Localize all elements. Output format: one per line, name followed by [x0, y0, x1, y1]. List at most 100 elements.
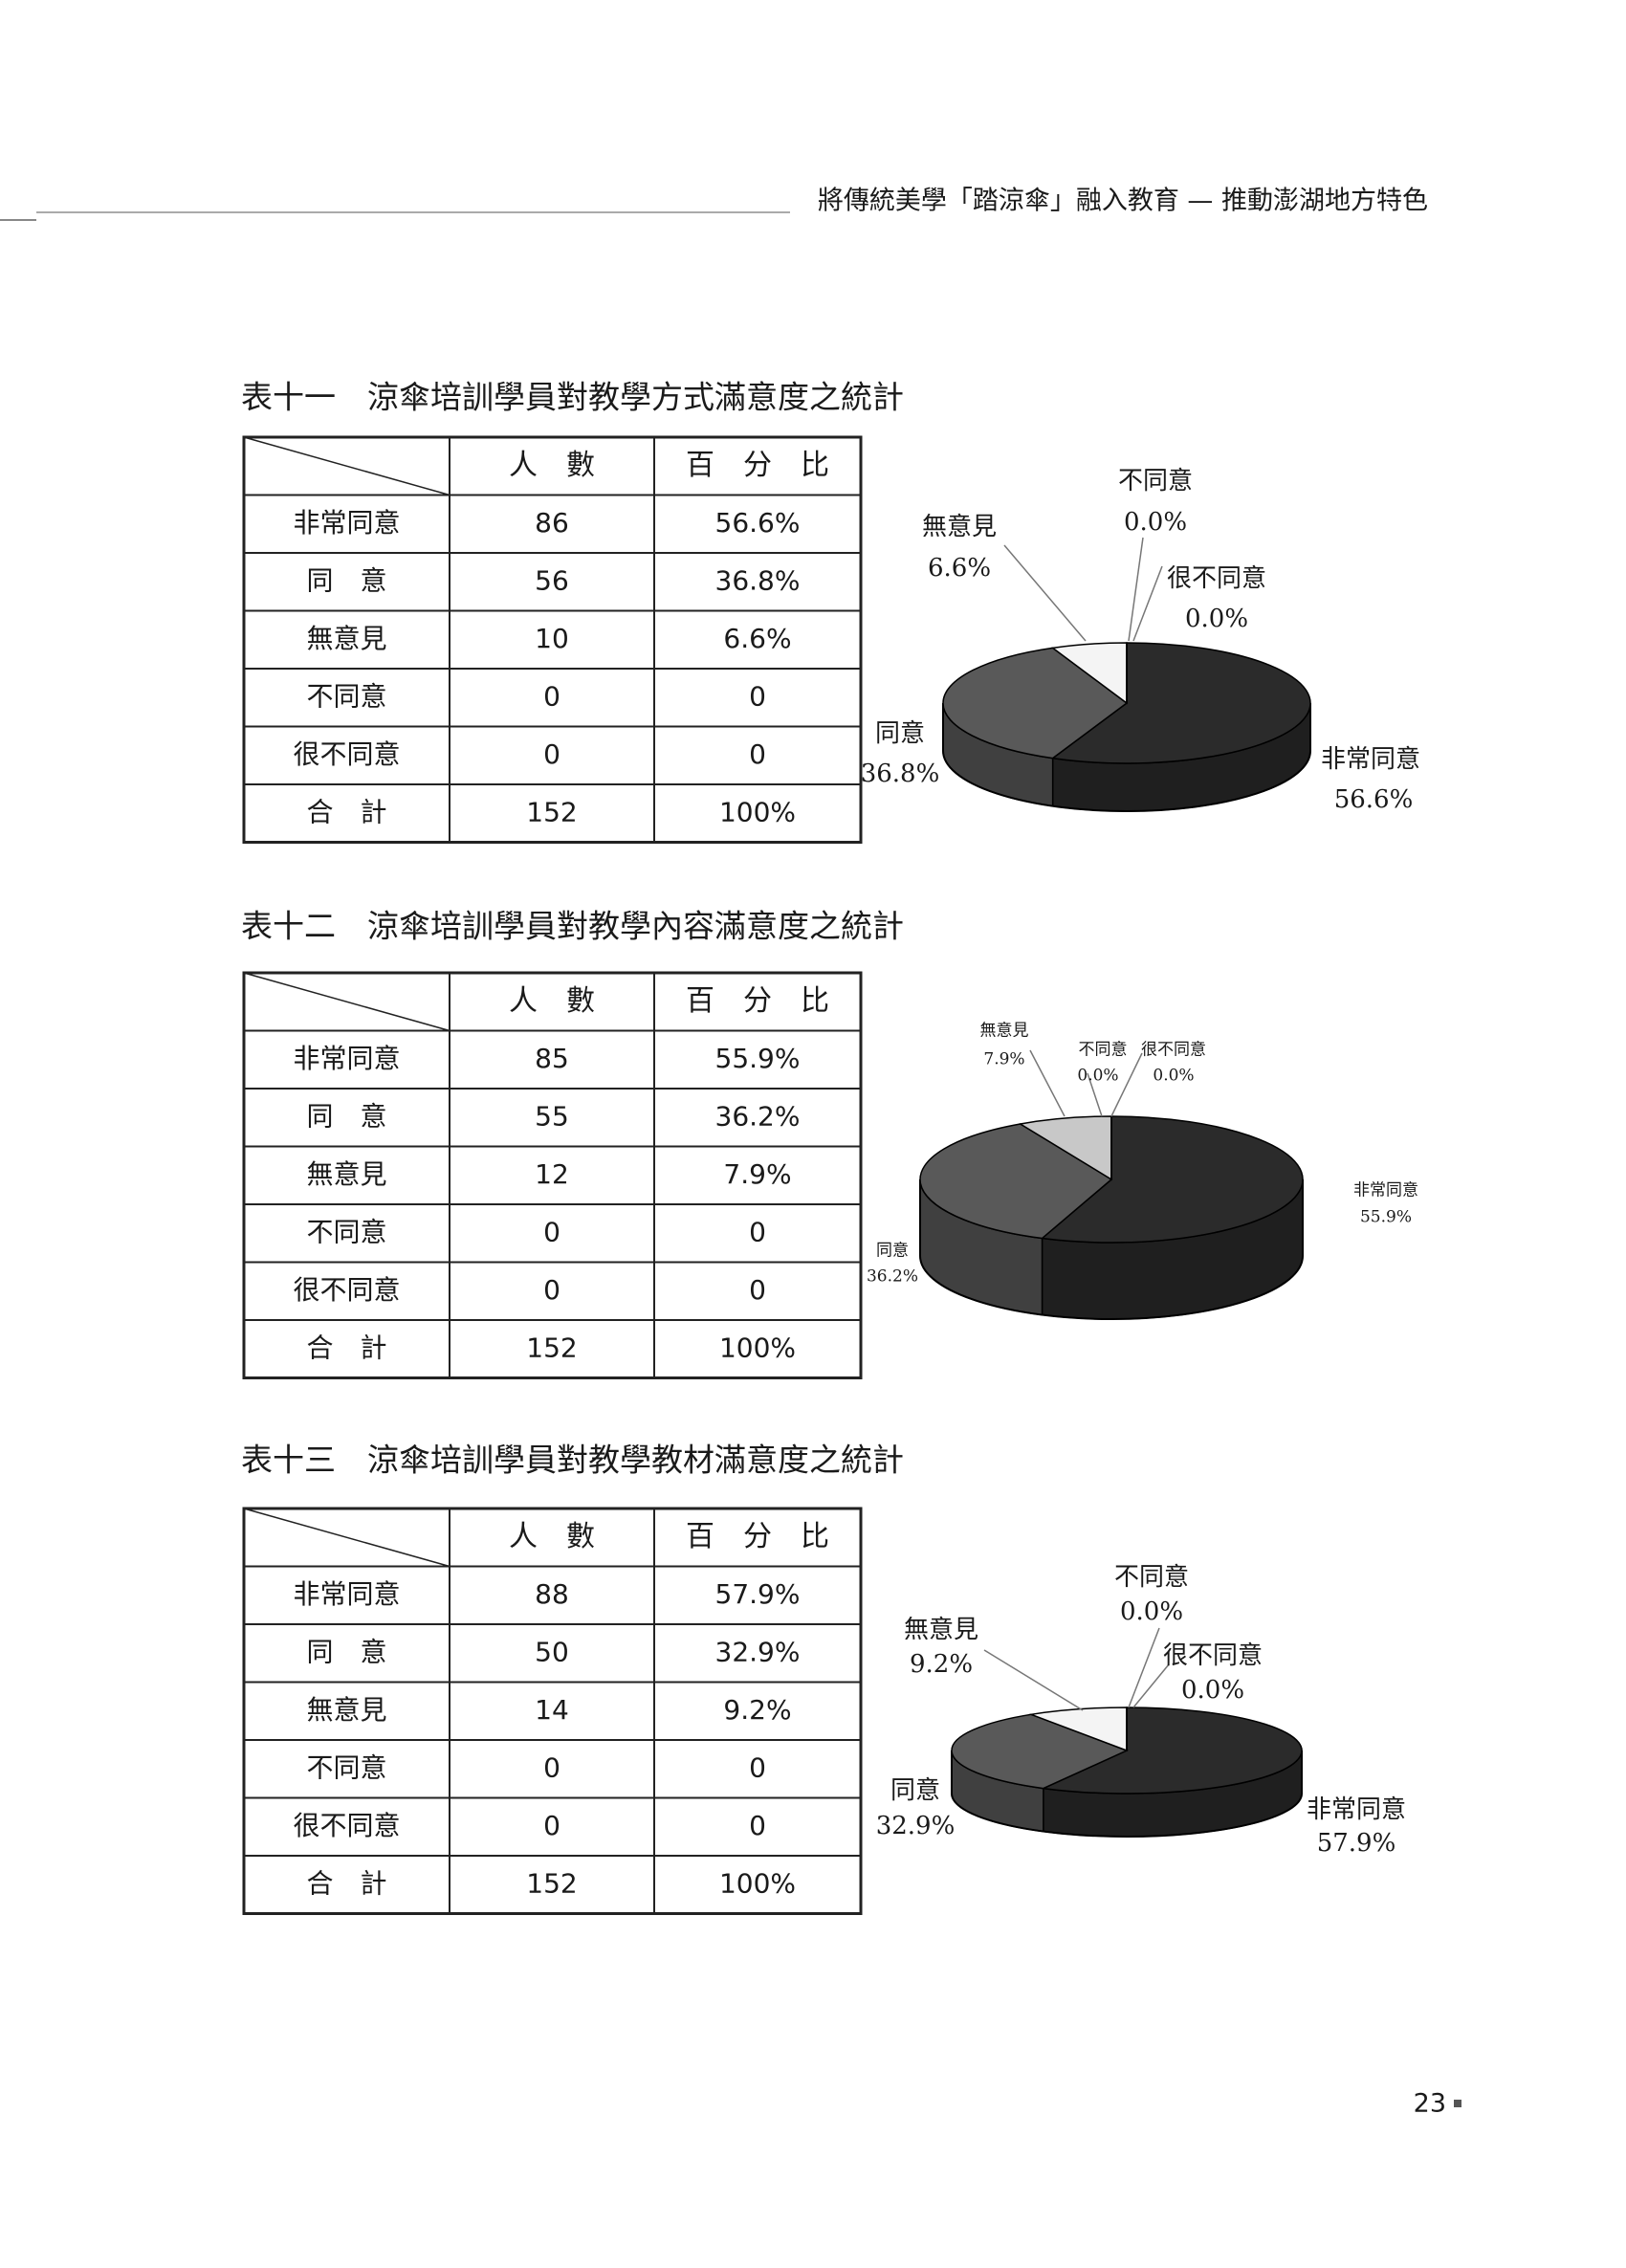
table-cell: 152: [526, 796, 577, 827]
slice-label: 不同意: [1114, 1563, 1189, 1592]
slice-label: 無意見: [980, 1022, 1029, 1041]
pie-slice: [1041, 1707, 1303, 1795]
table-cell: 0: [749, 1274, 766, 1306]
table-cell: 10: [535, 623, 569, 654]
slice-value-label: 55.9%: [1360, 1208, 1412, 1227]
column-header: 人 數: [509, 984, 595, 1018]
leader-line: [1087, 1072, 1103, 1117]
pie-slice: [919, 1123, 1113, 1240]
table-cell: 100%: [719, 796, 796, 827]
slice-value-label: 0.0%: [1077, 1067, 1118, 1086]
pie-slice: [951, 1713, 1129, 1790]
table-cell: 100%: [719, 1867, 796, 1899]
leader-line: [1110, 1052, 1143, 1117]
table-cell: 0: [749, 1810, 766, 1841]
slice-value-label: 7.9%: [983, 1050, 1024, 1069]
corner-diagonal: [243, 1508, 450, 1568]
table-cell: 合 計: [306, 1867, 386, 1899]
slice-label: 不同意: [1079, 1041, 1128, 1060]
table-cell: 0: [749, 1216, 766, 1247]
table-border: [242, 435, 863, 844]
table-cell: 0: [543, 1751, 560, 1783]
leader-line: [983, 1649, 1084, 1711]
table-border: [242, 971, 863, 1379]
slice-label: 非常同意: [1321, 745, 1420, 774]
table-cell: 0: [749, 680, 766, 712]
pie-side-outline: [951, 1751, 1303, 1838]
column-header: 人 數: [509, 1520, 595, 1553]
slice-value-label: 0.0%: [1153, 1067, 1194, 1086]
table-title: 表十二 涼傘培訓學員對教學內容滿意度之統計: [241, 908, 904, 945]
table-cell: 12: [535, 1158, 569, 1190]
header-title: 將傳統美學「踏涼傘」融入教育 — 推動澎湖地方特色: [818, 187, 1428, 216]
corner-diagonal: [243, 436, 450, 496]
leader-line: [1128, 537, 1144, 642]
table-cell: 55: [535, 1100, 569, 1132]
table-cell: 36.8%: [715, 564, 801, 596]
table-cell: 很不同意: [293, 1274, 400, 1306]
table-cell: 56.6%: [715, 507, 801, 539]
column-header: 百 分 比: [686, 449, 829, 482]
table-cell: 0: [543, 738, 560, 770]
table-cell: 合 計: [306, 796, 386, 827]
leader-line: [1029, 1049, 1066, 1117]
page-number: 23: [1414, 2089, 1446, 2119]
table-cell: 14: [535, 1694, 569, 1726]
leader-line: [1003, 544, 1087, 642]
table-cell: 非常同意: [293, 507, 400, 539]
slice-label: 同意: [875, 719, 925, 748]
slice-label: 同意: [890, 1776, 940, 1805]
table-border: [242, 1507, 863, 1915]
pie-slice: [1040, 1115, 1304, 1244]
table-cell: 合 計: [306, 1332, 386, 1363]
table-cell: 很不同意: [293, 738, 400, 770]
corner-diagonal: [243, 972, 450, 1032]
slice-label: 很不同意: [1163, 1641, 1263, 1670]
slice-value-label: 6.6%: [928, 554, 991, 583]
slice-value-label: 36.2%: [867, 1267, 918, 1287]
table-cell: 無意見: [306, 623, 386, 654]
pie-side-outline: [919, 1179, 1304, 1320]
table-cell: 85: [535, 1043, 569, 1074]
pie-slice: [1050, 642, 1311, 764]
table-cell: 32.9%: [715, 1636, 801, 1667]
page-number-square: [1454, 2100, 1461, 2107]
pie-slice: [942, 647, 1129, 760]
table-cell: 無意見: [306, 1694, 386, 1726]
table-cell: 非常同意: [293, 1043, 400, 1074]
column-header: 人 數: [509, 449, 595, 482]
leader-line: [1132, 565, 1163, 642]
table-cell: 9.2%: [723, 1694, 791, 1726]
table-cell: 不同意: [306, 1216, 386, 1247]
slice-label: 無意見: [904, 1616, 978, 1644]
table-cell: 非常同意: [293, 1578, 400, 1610]
table-cell: 同 意: [306, 1100, 386, 1132]
table-cell: 同 意: [306, 1636, 386, 1667]
slice-value-label: 0.0%: [1120, 1597, 1183, 1626]
table-cell: 0: [543, 1274, 560, 1306]
pie-side-outline: [942, 703, 1311, 812]
slice-label: 無意見: [922, 513, 997, 541]
leader-line: [1132, 1663, 1170, 1708]
column-header: 百 分 比: [686, 984, 829, 1018]
table-cell: 0: [543, 1810, 560, 1841]
table-cell: 0: [543, 1216, 560, 1247]
table-title: 表十一 涼傘培訓學員對教學方式滿意度之統計: [241, 379, 904, 416]
table-cell: 無意見: [306, 1158, 386, 1190]
slice-label: 很不同意: [1167, 564, 1266, 593]
table-cell: 同 意: [306, 564, 386, 596]
pie-slice: [1028, 1707, 1128, 1752]
table-cell: 86: [535, 507, 569, 539]
table-cell: 56: [535, 564, 569, 596]
leader-line: [1128, 1627, 1160, 1708]
slice-label: 不同意: [1118, 467, 1193, 495]
table-cell: 100%: [719, 1332, 796, 1363]
slice-value-label: 0.0%: [1185, 605, 1248, 633]
table-cell: 50: [535, 1636, 569, 1667]
slice-label: 非常同意: [1307, 1795, 1406, 1824]
table-cell: 57.9%: [715, 1578, 801, 1610]
table-cell: 55.9%: [715, 1043, 801, 1074]
table-cell: 152: [526, 1867, 577, 1899]
